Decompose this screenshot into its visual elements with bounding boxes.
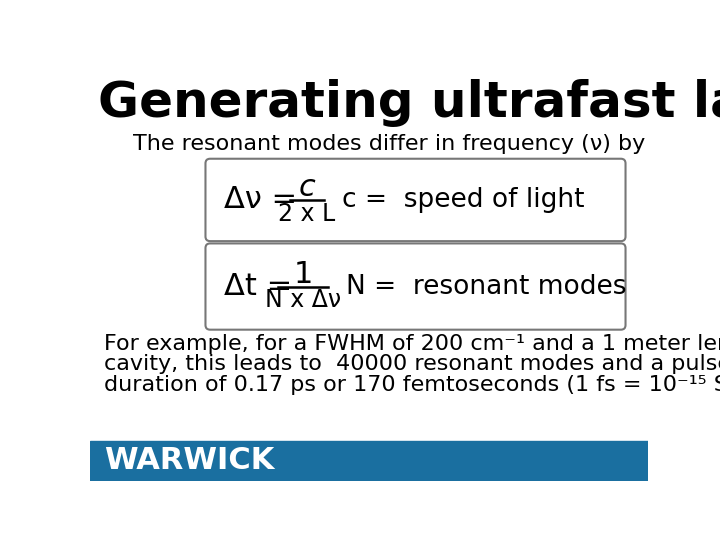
Text: c: c [299, 173, 315, 202]
Text: N x Δν: N x Δν [265, 288, 341, 313]
Bar [90, 441, 648, 481]
FancyBboxPatch shape [205, 159, 626, 241]
Text: WARWICK: WARWICK [104, 446, 274, 475]
Text: Δt =: Δt = [224, 272, 292, 301]
Text: Δν =: Δν = [224, 185, 297, 214]
Text: duration of 0.17 ps or 170 femtoseconds (1 fs = 10⁻¹⁵ Sec).: duration of 0.17 ps or 170 femtoseconds … [104, 375, 720, 395]
Text: c =  speed of light: c = speed of light [342, 187, 585, 213]
Text: For example, for a FWHM of 200 cm⁻¹ and a 1 meter length: For example, for a FWHM of 200 cm⁻¹ and … [104, 334, 720, 354]
FancyBboxPatch shape [205, 244, 626, 330]
Text: N =  resonant modes: N = resonant modes [346, 274, 626, 300]
Text: The resonant modes differ in frequency (ν) by: The resonant modes differ in frequency (… [132, 134, 645, 154]
Text: 2 x L: 2 x L [279, 202, 336, 226]
Text: Generating ultrafast laser pulses: Generating ultrafast laser pulses [98, 79, 720, 127]
Text: cavity, this leads to  40000 resonant modes and a pulse: cavity, this leads to 40000 resonant mod… [104, 354, 720, 374]
Text: 1: 1 [294, 260, 312, 289]
